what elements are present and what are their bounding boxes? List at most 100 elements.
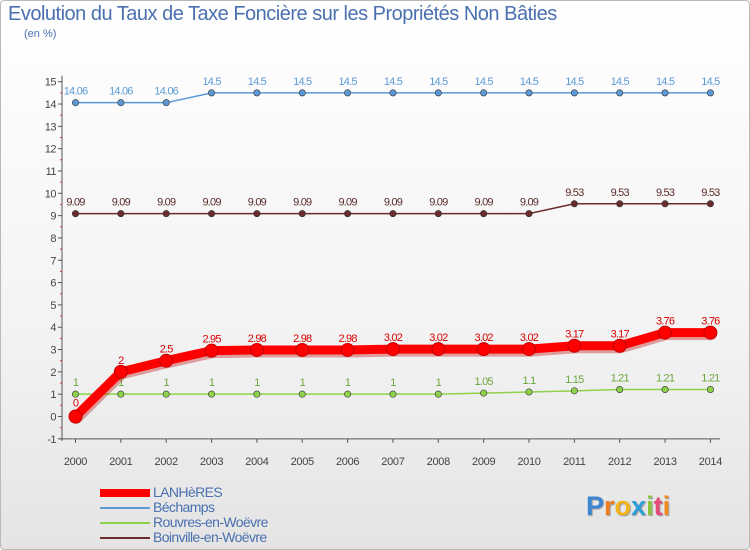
data-label: 9.53 xyxy=(701,187,720,199)
data-label: 3.02 xyxy=(384,332,403,344)
data-label: 9.09 xyxy=(248,197,267,209)
data-point xyxy=(570,387,578,395)
data-point xyxy=(249,342,264,357)
x-tick-label: 2002 xyxy=(155,456,178,468)
data-label: 14.5 xyxy=(338,76,357,88)
legend-label: Béchamps xyxy=(153,499,215,515)
data-label: 1 xyxy=(345,377,351,389)
data-label: 9.09 xyxy=(384,197,403,209)
data-label: 1 xyxy=(73,377,79,389)
data-point xyxy=(706,385,714,393)
y-tick-label: 6 xyxy=(50,278,56,290)
data-label: 1 xyxy=(300,377,306,389)
data-label: 9.09 xyxy=(66,197,85,209)
data-label: 1.1 xyxy=(523,375,537,387)
data-label: 1.21 xyxy=(611,372,630,384)
data-label: 1 xyxy=(118,377,124,389)
data-point xyxy=(703,325,718,340)
legend-swatch xyxy=(100,489,150,497)
y-tick-label: 4 xyxy=(50,322,56,334)
data-point xyxy=(298,390,306,398)
data-label: 14.06 xyxy=(154,86,178,98)
data-point xyxy=(616,385,624,393)
data-label: 14.06 xyxy=(64,86,88,98)
data-point xyxy=(522,342,536,357)
data-point xyxy=(480,389,488,397)
data-point xyxy=(661,385,669,393)
data-label: 14.5 xyxy=(656,76,675,88)
data-point xyxy=(344,89,352,97)
data-label: 14.5 xyxy=(611,76,630,88)
data-label: 9.09 xyxy=(112,197,131,209)
data-point xyxy=(385,342,400,357)
data-point xyxy=(570,89,578,97)
data-label: 9.53 xyxy=(611,187,630,199)
data-label: 14.5 xyxy=(565,76,584,88)
y-tick-label: 3 xyxy=(50,345,56,357)
data-label: 3.02 xyxy=(520,332,539,344)
data-point xyxy=(117,210,125,218)
data-label: 3.76 xyxy=(701,316,720,328)
legend-label: LANHèRES xyxy=(153,484,223,500)
data-point xyxy=(480,89,488,97)
data-point xyxy=(389,390,397,398)
data-point xyxy=(658,325,673,340)
x-tick-label: 2009 xyxy=(472,456,495,468)
data-label: 9.09 xyxy=(338,197,357,209)
data-point xyxy=(204,343,219,358)
y-unit-label: (en %) xyxy=(24,28,57,40)
logo-letter: t xyxy=(653,491,663,521)
data-point xyxy=(295,342,310,357)
data-label: 1 xyxy=(209,377,215,389)
data-point xyxy=(612,338,627,353)
data-point xyxy=(117,390,125,398)
y-tick-label: 12 xyxy=(45,144,57,156)
data-label: 14.06 xyxy=(109,86,133,98)
y-tick-label: 8 xyxy=(50,233,56,245)
data-label: 2 xyxy=(118,355,124,367)
data-point xyxy=(253,210,261,218)
data-point xyxy=(570,200,578,208)
data-point xyxy=(431,342,446,357)
legend-swatch xyxy=(100,522,150,524)
data-point xyxy=(159,353,174,368)
data-point xyxy=(208,89,216,97)
data-point xyxy=(208,210,216,218)
x-tick-label: 2013 xyxy=(653,456,676,468)
data-point xyxy=(389,89,397,97)
x-tick-label: 2007 xyxy=(381,456,404,468)
logo-letter: r xyxy=(604,491,615,521)
data-label: 9.09 xyxy=(475,197,494,209)
x-tick-label: 2004 xyxy=(245,456,268,468)
data-label: 9.53 xyxy=(656,187,675,199)
y-tick-label: 11 xyxy=(46,166,57,178)
data-label: 1 xyxy=(390,377,396,389)
data-point xyxy=(208,390,216,398)
data-label: 9.53 xyxy=(565,187,584,199)
data-label: 9.09 xyxy=(293,197,312,209)
data-label: 1.05 xyxy=(475,376,494,388)
data-point xyxy=(162,210,170,218)
data-label: 14.5 xyxy=(475,76,494,88)
data-label: 14.5 xyxy=(701,76,720,88)
data-point xyxy=(72,210,80,218)
data-label: 14.5 xyxy=(520,76,539,88)
data-label: 2.5 xyxy=(160,344,174,356)
data-label: 3.76 xyxy=(656,316,675,328)
data-point xyxy=(298,210,306,218)
data-point xyxy=(706,89,714,97)
y-tick-label: 13 xyxy=(45,121,57,133)
logo-letter: i xyxy=(662,491,671,521)
data-point xyxy=(389,210,397,218)
series-rouvres-en-wo-vre: 1 1 1 1 1 1 1 1 1 1.05 1.1 1.15 1.21 1.21 1.21 xyxy=(72,372,721,398)
data-point xyxy=(434,89,442,97)
data-label: 3.17 xyxy=(611,329,630,341)
x-tick-label: 2014 xyxy=(699,456,722,468)
data-label: 3.02 xyxy=(475,332,494,344)
data-point xyxy=(616,89,624,97)
data-point xyxy=(480,210,488,218)
x-tick-label: 2001 xyxy=(109,456,132,468)
data-label: 1 xyxy=(436,377,442,389)
data-label: 2.98 xyxy=(248,333,267,345)
